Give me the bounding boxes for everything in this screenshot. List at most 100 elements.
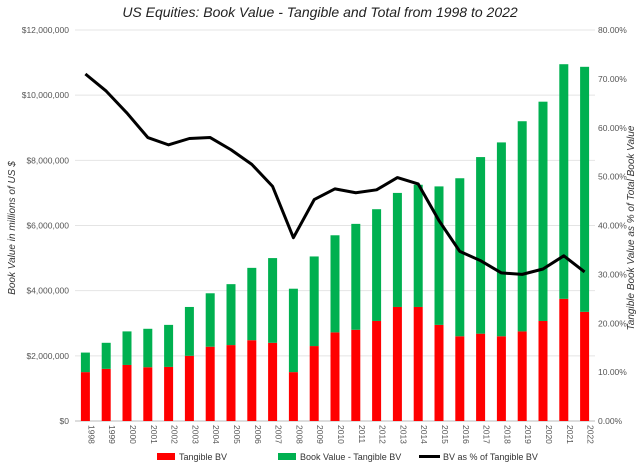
- bar-tangible-bv: [288, 372, 298, 421]
- bar-tangible-bv: [559, 298, 569, 421]
- x-tick-label: 2013: [398, 425, 408, 444]
- bar-tangible-bv: [496, 336, 506, 421]
- bar-intangible-bv: [101, 342, 111, 369]
- bar-tangible-bv: [143, 367, 153, 421]
- x-tick-label: 2011: [357, 425, 367, 444]
- x-tick-label: 1999: [107, 425, 117, 444]
- bar-intangible-bv: [226, 284, 236, 346]
- bar-tangible-bv: [268, 342, 278, 421]
- y-tick-label: $4,000,000: [26, 286, 69, 296]
- ratio-line: [84, 72, 586, 276]
- bar-tangible-bv: [413, 306, 423, 421]
- bar-tangible-bv: [392, 306, 402, 421]
- y2-tick-label: 50.00%: [598, 172, 627, 182]
- bar-intangible-bv: [205, 293, 215, 347]
- bar-intangible-bv: [122, 331, 132, 365]
- bar-tangible-bv: [247, 340, 257, 421]
- y2-axis-label: Tangible Book Value as % of Total Book V…: [626, 125, 637, 330]
- y-axis-label: Book Value in millions of US $: [7, 161, 18, 295]
- y2-tick-label: 80.00%: [598, 25, 627, 35]
- x-tick-label: 2016: [461, 425, 471, 444]
- x-tick-label: 2000: [128, 425, 138, 444]
- bar-tangible-bv: [517, 331, 527, 421]
- x-tick-label: 2008: [294, 425, 304, 444]
- bar-tangible-bv: [476, 333, 486, 421]
- chart-title: US Equities: Book Value - Tangible and T…: [122, 4, 518, 20]
- bar-intangible-bv: [184, 306, 194, 356]
- bar-tangible-bv: [351, 329, 361, 421]
- bar-intangible-bv: [580, 66, 590, 312]
- y2-tick-label: 10.00%: [598, 367, 627, 377]
- bar-tangible-bv: [205, 346, 215, 421]
- right-axis-ticks: 0.00% 10.00% 20.00% 30.00% 40.00% 50.00% 60.00…: [598, 25, 627, 426]
- bar-intangible-bv: [164, 324, 174, 367]
- bar-intangible-bv: [496, 142, 506, 337]
- bar-intangible-bv: [268, 258, 278, 343]
- bar-intangible-bv: [434, 186, 444, 325]
- x-tick-label: 2009: [315, 425, 325, 444]
- bar-intangible-bv: [330, 235, 340, 333]
- legend-intangible: Book Value - Tangible BV: [300, 452, 401, 462]
- bar-tangible-bv: [372, 320, 382, 421]
- x-tick-label: 2012: [378, 425, 388, 444]
- x-tick-label: 2020: [544, 425, 554, 444]
- y-tick-label: $0: [60, 416, 70, 426]
- bar-intangible-bv: [413, 184, 423, 307]
- bar-tangible-bv: [455, 336, 465, 421]
- x-tick-label: 2015: [440, 425, 450, 444]
- bar-intangible-bv: [247, 267, 257, 341]
- y2-tick-label: 60.00%: [598, 123, 627, 133]
- bar-tangible-bv: [101, 368, 111, 421]
- y2-tick-label: 30.00%: [598, 269, 627, 279]
- y2-tick-label: 70.00%: [598, 74, 627, 84]
- y-tick-label: $12,000,000: [22, 25, 70, 35]
- bar-tangible-bv: [184, 355, 194, 421]
- bar-tangible-bv: [434, 324, 444, 421]
- bar-intangible-bv: [455, 178, 465, 337]
- bar-tangible-bv: [164, 366, 174, 421]
- y2-tick-label: 40.00%: [598, 221, 627, 231]
- y2-tick-label: 0.00%: [598, 416, 623, 426]
- bar-intangible-bv: [309, 256, 319, 347]
- bar-tangible-bv: [80, 372, 90, 421]
- x-axis-ticks: 1998 1999 2000 2001 2002 2003 2004 2005 2006 2007…: [86, 425, 595, 444]
- x-tick-label: 2005: [232, 425, 242, 444]
- x-tick-label: 2007: [274, 425, 284, 444]
- y-tick-label: $8,000,000: [26, 155, 69, 165]
- bar-intangible-bv: [351, 223, 361, 330]
- ratio-line-path: [84, 72, 586, 276]
- x-tick-label: 2021: [565, 425, 575, 444]
- x-tick-label: 2002: [170, 425, 180, 444]
- bar-tangible-bv: [122, 364, 132, 421]
- bar-tangible-bv: [330, 332, 340, 421]
- bar-intangible-bv: [392, 192, 402, 307]
- bar-intangible-bv: [476, 157, 486, 334]
- x-tick-label: 1998: [86, 425, 96, 444]
- legend-swatch-tangible: [157, 453, 175, 460]
- bar-intangible-bv: [143, 328, 153, 368]
- x-tick-label: 2022: [586, 425, 596, 444]
- left-axis-ticks: $0 $2,000,000 $4,000,000 $6,000,000 $8,000,0…: [22, 25, 70, 426]
- x-tick-label: 2004: [211, 425, 221, 444]
- bar-intangible-bv: [538, 101, 548, 321]
- x-tick-label: 2010: [336, 425, 346, 444]
- legend-ratio: BV as % of Tangible BV: [443, 452, 538, 462]
- x-tick-label: 2017: [482, 425, 492, 444]
- bar-tangible-bv: [580, 311, 590, 421]
- bar-tangible-bv: [226, 345, 236, 421]
- x-tick-label: 2001: [149, 425, 159, 444]
- x-tick-label: 2018: [502, 425, 512, 444]
- bar-intangible-bv: [288, 288, 298, 373]
- x-tick-label: 2003: [190, 425, 200, 444]
- bar-tangible-bv: [309, 346, 319, 421]
- y-tick-label: $2,000,000: [26, 351, 69, 361]
- legend-tangible: Tangible BV: [179, 452, 227, 462]
- x-tick-label: 2019: [523, 425, 533, 444]
- bar-intangible-bv: [517, 121, 527, 332]
- bar-tangible-bv: [538, 320, 548, 421]
- y2-tick-label: 20.00%: [598, 318, 627, 328]
- y-tick-label: $6,000,000: [26, 221, 69, 231]
- x-tick-label: 2014: [419, 425, 429, 444]
- bar-intangible-bv: [559, 64, 569, 299]
